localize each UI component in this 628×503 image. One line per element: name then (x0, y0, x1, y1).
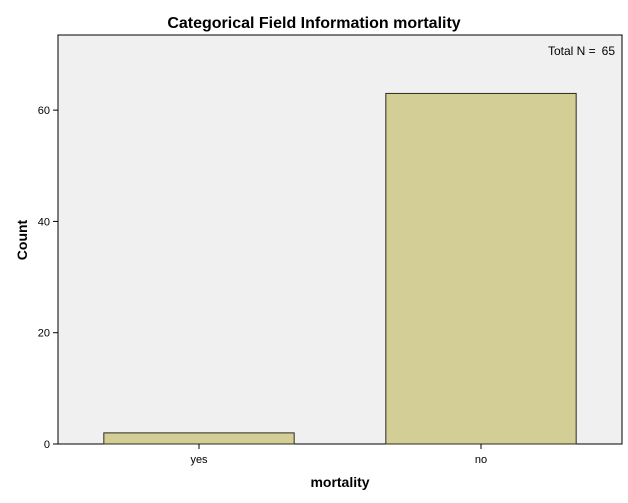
total-n-annotation: Total N = 65 (548, 44, 615, 58)
total-n-label: Total N = (548, 44, 596, 58)
y-tick-label: 40 (38, 216, 50, 228)
bars-group (103, 92, 577, 445)
bar-yes (103, 432, 295, 445)
total-n-value: 65 (602, 44, 616, 58)
y-axis-ticks: 0 20 40 60 (38, 105, 58, 451)
y-tick-label: 20 (38, 328, 50, 340)
x-tick-label: yes (190, 454, 208, 466)
y-tick-label: 0 (44, 439, 50, 451)
y-tick-label: 60 (38, 105, 50, 117)
x-tick-label: no (475, 454, 487, 466)
chart-title: Categorical Field Information mortality (167, 15, 460, 32)
bar-no (385, 92, 577, 445)
y-axis-title: Count (14, 219, 30, 260)
x-axis-title: mortality (310, 474, 369, 490)
x-axis-ticks: yes no (190, 444, 487, 466)
